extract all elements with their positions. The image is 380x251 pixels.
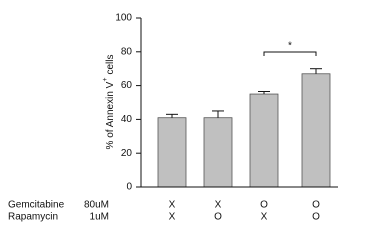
y-tick-label: 20 xyxy=(121,148,133,159)
bar xyxy=(203,117,233,188)
treatment-dose: 1uM xyxy=(90,212,109,223)
significance-label: * xyxy=(288,41,292,52)
treatment-mark: X xyxy=(169,200,176,211)
y-axis-label-sup: + xyxy=(102,78,109,82)
significance-bracket xyxy=(263,51,317,56)
treatment-name: Gemcitabine xyxy=(8,200,65,211)
y-tick-label: 100 xyxy=(115,13,132,24)
treatment-mark: X xyxy=(169,212,176,223)
y-axis-label-end: cells xyxy=(105,55,116,75)
treatment-mark: O xyxy=(214,212,222,223)
treatment-mark: X xyxy=(215,200,222,211)
treatment-mark: O xyxy=(312,212,320,223)
treatment-name: Rapamycin xyxy=(8,212,58,223)
y-axis-label-main: % of Annexin V xyxy=(105,81,116,149)
treatment-mark: X xyxy=(261,212,268,223)
treatment-dose: 80uM xyxy=(84,200,109,211)
y-tick-label: 0 xyxy=(126,182,132,193)
bar xyxy=(249,93,279,188)
bar xyxy=(157,117,187,188)
y-axis-label: % of Annexin V+ cells xyxy=(102,55,116,150)
y-tick-label: 60 xyxy=(121,80,133,91)
bar xyxy=(301,73,331,188)
treatment-mark: O xyxy=(260,200,268,211)
treatment-mark: O xyxy=(312,200,320,211)
y-tick-label: 80 xyxy=(121,46,133,57)
y-tick-label: 40 xyxy=(121,114,133,125)
